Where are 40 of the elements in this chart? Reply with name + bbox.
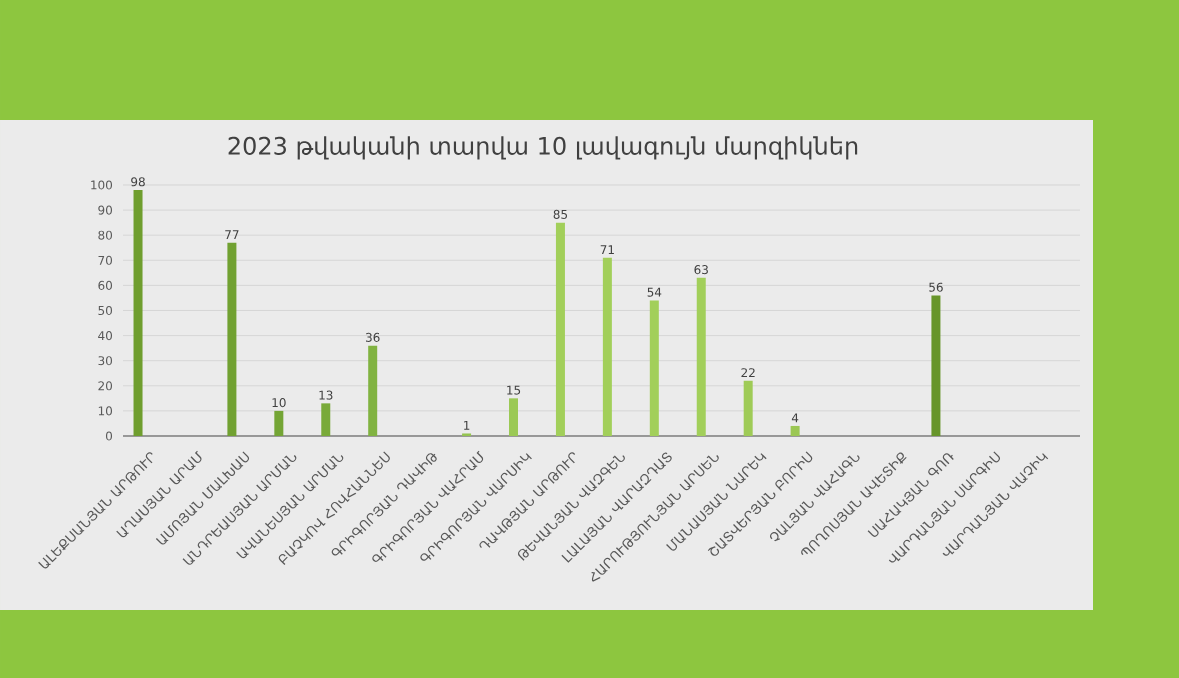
data-label: 10 xyxy=(272,398,286,408)
bar xyxy=(227,242,237,436)
bar xyxy=(274,410,284,436)
y-tick-label: 100 xyxy=(91,180,113,190)
bar xyxy=(321,403,331,436)
bar xyxy=(931,295,941,436)
y-tick-label: 30 xyxy=(98,356,113,366)
bar xyxy=(696,277,706,436)
data-label: 4 xyxy=(791,413,799,423)
y-tick-label: 40 xyxy=(98,331,113,341)
y-tick-label: 60 xyxy=(98,280,113,290)
y-tick-label: 10 xyxy=(98,406,113,416)
y-tick-label: 50 xyxy=(98,305,113,316)
data-label: 56 xyxy=(929,282,943,292)
y-tick-label: 0 xyxy=(105,431,113,441)
data-label: 13 xyxy=(319,390,333,400)
bar xyxy=(133,190,143,436)
data-label: 71 xyxy=(600,245,614,255)
y-tick-label: 20 xyxy=(98,381,113,391)
y-tick-label: 80 xyxy=(98,230,113,240)
chart-title: 2023 թվականի տարվա 10 լավագույն մարզիկներ xyxy=(228,136,858,160)
bar xyxy=(649,300,659,436)
bar xyxy=(743,380,753,436)
bar xyxy=(462,433,472,436)
bar xyxy=(368,345,378,436)
data-label: 54 xyxy=(647,287,662,297)
y-tick-label: 90 xyxy=(98,205,113,215)
data-label: 63 xyxy=(694,265,708,275)
bar xyxy=(602,257,612,436)
data-label: 77 xyxy=(225,230,239,240)
bar xyxy=(509,398,519,436)
data-label: 15 xyxy=(507,385,521,395)
data-label: 98 xyxy=(131,177,145,187)
data-label: 36 xyxy=(365,332,380,342)
y-tick-label: 70 xyxy=(98,255,113,265)
data-label: 85 xyxy=(553,209,568,219)
bar xyxy=(790,425,800,436)
bar xyxy=(555,222,565,436)
data-label: 22 xyxy=(741,368,755,378)
data-label: 1 xyxy=(464,421,470,430)
